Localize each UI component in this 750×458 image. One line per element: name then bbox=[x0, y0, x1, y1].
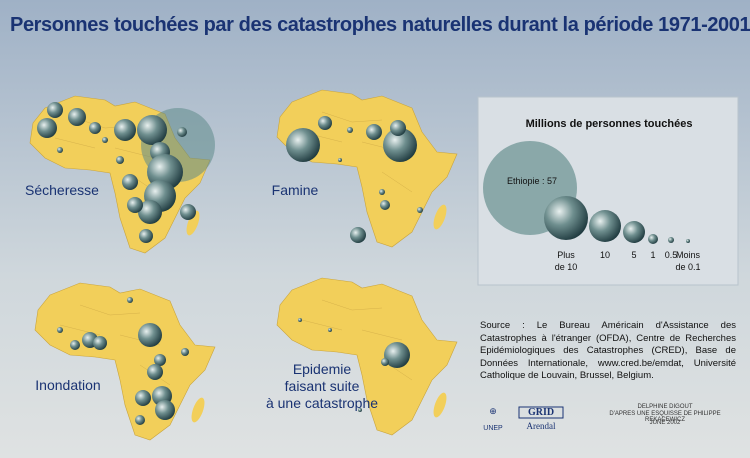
credit: JUNE 2002 bbox=[649, 420, 681, 426]
legend-size-label: 10 bbox=[585, 249, 625, 261]
bubble bbox=[135, 390, 151, 406]
unep-logo: UNEP bbox=[483, 425, 503, 432]
bubble bbox=[37, 118, 57, 138]
bubble bbox=[102, 137, 108, 143]
legend-title: Millions de personnes touchées bbox=[525, 118, 693, 130]
bubble bbox=[383, 128, 417, 162]
bubble bbox=[384, 342, 410, 368]
legend-size-line: 10 bbox=[599, 250, 610, 260]
legend-size-line: 5 bbox=[631, 250, 637, 260]
legend-size-line: 1 bbox=[650, 250, 656, 260]
bubble bbox=[181, 348, 189, 356]
bubble bbox=[68, 108, 86, 126]
bubble bbox=[286, 128, 320, 162]
map-label-line: à une catastrophe bbox=[265, 395, 379, 411]
svg-text:⊕: ⊕ bbox=[489, 406, 497, 416]
bubble bbox=[390, 120, 406, 136]
bubble bbox=[122, 174, 138, 190]
bubble bbox=[155, 400, 175, 420]
bubble bbox=[70, 340, 80, 350]
legend-size-label: 1 bbox=[633, 249, 673, 261]
legend-size-label: 0.5 bbox=[651, 249, 691, 261]
map-label: Famine bbox=[265, 182, 325, 199]
bubble bbox=[47, 102, 63, 118]
map-label: Sécheresse bbox=[25, 182, 99, 199]
bubble bbox=[417, 207, 423, 213]
bubble bbox=[139, 229, 153, 243]
map-label-line: Sécheresse bbox=[25, 182, 99, 198]
bubble bbox=[57, 147, 63, 153]
bubble bbox=[127, 297, 133, 303]
map-label-line: Inondation bbox=[35, 377, 101, 393]
bubble bbox=[135, 415, 145, 425]
bubble bbox=[589, 210, 621, 242]
bubble bbox=[114, 119, 136, 141]
legend-size-line: Plus bbox=[557, 250, 575, 260]
bubble bbox=[381, 358, 389, 366]
legend-size-line: de 10 bbox=[554, 262, 578, 272]
bubble bbox=[350, 227, 366, 243]
bubble bbox=[686, 239, 690, 243]
legend-size-line: Moins bbox=[675, 250, 700, 260]
bubble bbox=[137, 115, 167, 145]
credit: DELPHINE DIGOUT bbox=[637, 404, 693, 410]
bubble bbox=[318, 116, 332, 130]
bubble bbox=[379, 189, 385, 195]
map-label: Inondation bbox=[28, 377, 108, 394]
bubble bbox=[648, 234, 658, 244]
bubble bbox=[298, 318, 302, 322]
bubble bbox=[358, 408, 362, 412]
bubble bbox=[338, 158, 342, 162]
bubble bbox=[93, 336, 107, 350]
bubble bbox=[177, 127, 187, 137]
bubble bbox=[147, 364, 163, 380]
legend-size-label: 5 bbox=[614, 249, 654, 261]
bubble bbox=[180, 204, 196, 220]
bubble bbox=[138, 200, 162, 224]
africa-map bbox=[34, 282, 216, 441]
bubble bbox=[127, 197, 143, 213]
bubble bbox=[380, 200, 390, 210]
title: Personnes touchées par des catastrophes … bbox=[10, 14, 750, 36]
legend-size-label: Plus de 10 bbox=[546, 249, 586, 273]
map-label-line: faisant suite bbox=[284, 378, 360, 394]
source: Source : Le Bureau Américain d'Assistanc… bbox=[480, 320, 736, 381]
credit: D'APRES UNE ESQUISSE DE PHILIPPE REKACEW… bbox=[609, 411, 721, 423]
legend-size-line: de 0.1 bbox=[675, 262, 701, 272]
map-label: Epidemie faisant suite à une catastrophe bbox=[262, 361, 382, 412]
bubble bbox=[89, 122, 101, 134]
bubble bbox=[138, 323, 162, 347]
legend-size-line: 0.5 bbox=[664, 250, 678, 260]
legend-size-label: Moins de 0.1 bbox=[668, 249, 708, 273]
bubble bbox=[154, 354, 166, 366]
legend-highlight-label: Ethiopie : 57 bbox=[507, 176, 558, 186]
arendal-logo: Arendal bbox=[526, 421, 556, 431]
africa-map bbox=[276, 89, 458, 248]
grid-logo: GRID bbox=[527, 407, 555, 418]
bubble bbox=[57, 327, 63, 333]
grid-logo-frame bbox=[518, 406, 564, 419]
bubble bbox=[347, 127, 353, 133]
map-label-line: Famine bbox=[271, 182, 319, 198]
bubble bbox=[116, 156, 124, 164]
map-label-line: Epidemie bbox=[292, 361, 352, 377]
bubble bbox=[328, 328, 332, 332]
bubble bbox=[544, 196, 588, 240]
bubble bbox=[366, 124, 382, 140]
bubble bbox=[623, 221, 645, 243]
bubble bbox=[668, 237, 674, 243]
